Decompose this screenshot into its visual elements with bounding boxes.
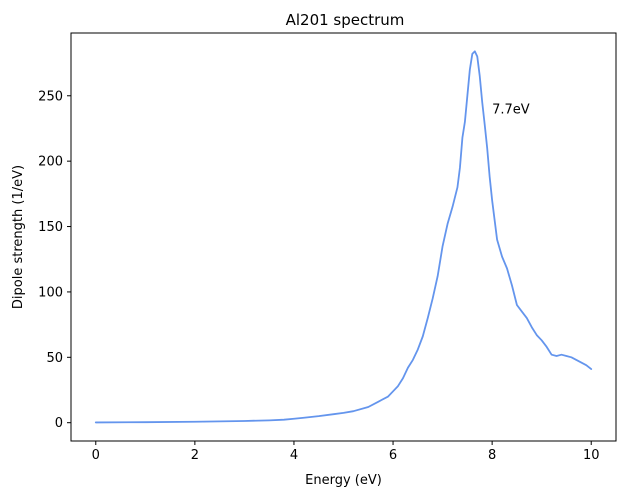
series-line-al201 xyxy=(94,50,593,424)
x-tick-label: 10 xyxy=(583,448,600,463)
peak-annotation: 7.7eV xyxy=(492,102,530,117)
x-tick-label: 0 xyxy=(92,448,100,463)
x-axis-label: Energy (eV) xyxy=(305,473,382,488)
y-tick-label: 0 xyxy=(55,416,63,431)
y-tick-label: 150 xyxy=(38,220,63,235)
x-tick-label: 4 xyxy=(290,448,298,463)
x-tick-label: 2 xyxy=(191,448,199,463)
y-tick-label: 250 xyxy=(38,89,63,104)
y-tick-label: 200 xyxy=(38,155,63,170)
y-tick-label: 100 xyxy=(38,285,63,300)
y-tick-label: 50 xyxy=(46,351,63,366)
y-axis-label: Dipole strength (1/eV) xyxy=(11,165,26,309)
x-tick-label: 8 xyxy=(488,448,496,463)
chart-title: Al201 spectrum xyxy=(286,11,405,29)
plot-frame xyxy=(70,32,617,442)
x-tick-label: 6 xyxy=(389,448,397,463)
